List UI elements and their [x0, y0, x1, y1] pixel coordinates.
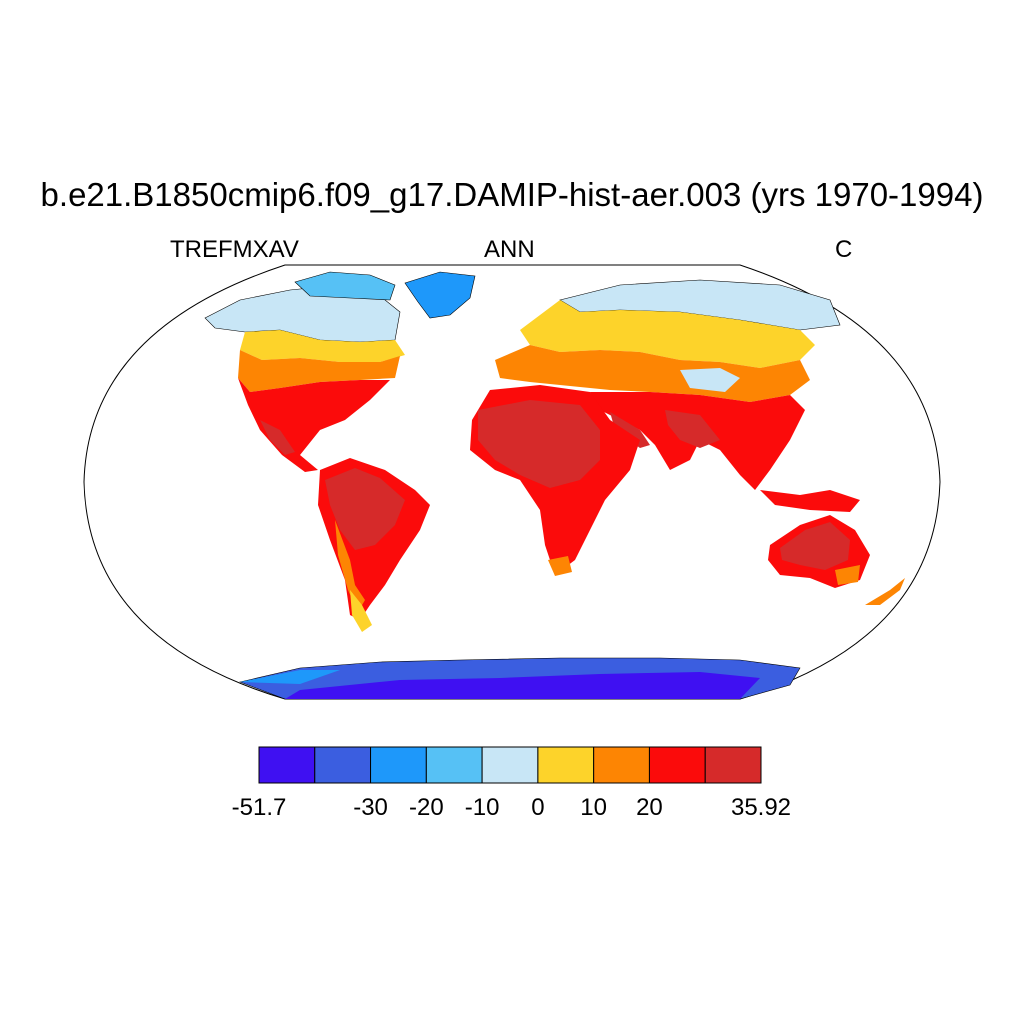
africa [470, 385, 640, 576]
colorbar-tick-label: -10 [464, 794, 500, 821]
season-label: ANN [484, 236, 535, 263]
colorbar-box [314, 746, 372, 784]
colorbar-box [370, 746, 427, 784]
colorbar-tick-label: 0 [531, 794, 545, 821]
colorbar-tick-label: 10 [580, 794, 608, 821]
colorbar [258, 746, 762, 784]
north-america [204, 271, 405, 472]
australia [768, 515, 905, 605]
units-label: C [835, 236, 853, 263]
plot-title: b.e21.B1850cmip6.f09_g17.DAMIP-hist-aer.… [40, 176, 984, 213]
colorbar-box [481, 746, 539, 784]
colorbar-box [425, 746, 483, 784]
colorbar-tick-label: -20 [408, 794, 444, 821]
colorbar-box [593, 746, 650, 784]
colorbar-tick-label: -51.7 [231, 794, 287, 821]
colorbar-tick-label: 20 [636, 794, 663, 821]
greenland [404, 271, 476, 319]
south-america [318, 458, 430, 632]
variable-name: TREFMXAV [170, 236, 299, 263]
colorbar-box [258, 746, 316, 784]
antarctica [238, 657, 801, 700]
eurasia [495, 279, 860, 512]
colorbar-box [704, 746, 762, 784]
colorbar-tick-label: -30 [353, 794, 388, 821]
colorbar-box [648, 746, 706, 784]
colorbar-box [537, 746, 595, 784]
map-border [83, 264, 941, 700]
colorbar-tick-label: 35.92 [730, 794, 792, 821]
